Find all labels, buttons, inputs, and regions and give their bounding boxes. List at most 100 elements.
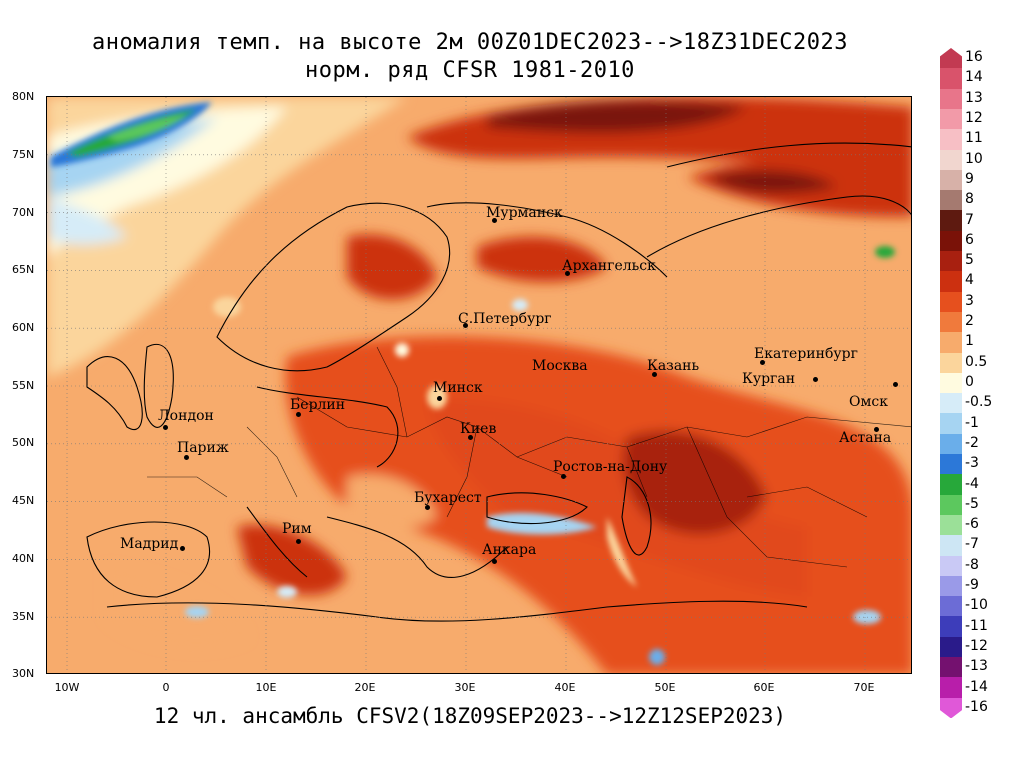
city-label-murmansk: Мурманск: [486, 205, 563, 221]
legend-swatch: [940, 575, 962, 597]
city-label-madrid: Мадрид: [120, 536, 179, 552]
legend-swatch: [940, 210, 962, 232]
legend-swatch: [940, 190, 962, 211]
legend-swatch: [940, 129, 962, 150]
legend-swatch: [940, 616, 962, 638]
city-label-kurgan: Курган: [742, 371, 796, 387]
legend-label: -2: [965, 434, 979, 451]
legend-label: -12: [965, 637, 988, 654]
city-label-rome: Рим: [282, 521, 312, 537]
legend-label: 14: [965, 69, 983, 86]
city-dot-arkhangelsk: [565, 271, 570, 276]
legend-swatch: [940, 413, 962, 435]
legend-swatch: [940, 352, 962, 374]
legend-label: 16: [965, 49, 983, 66]
city-label-kazan: Казань: [647, 358, 700, 374]
lon-label-10w: 10W: [54, 681, 80, 694]
legend-swatch: [940, 311, 962, 333]
legend-label: -5: [965, 495, 979, 512]
city-label-arkhangelsk: Архангельск: [562, 258, 656, 274]
city-label-rostov: Ростов-на-Дону: [553, 459, 668, 475]
lon-label-70e: 70E: [853, 681, 875, 694]
legend-label: 0: [965, 374, 974, 390]
city-label-ankara: Анкара: [482, 542, 537, 558]
legend-label: 1: [965, 333, 974, 350]
city-dot-london: [163, 425, 168, 430]
legend-swatch: [940, 514, 962, 536]
legend-label: 13: [965, 89, 983, 106]
city-dot-yekaterinburg: [760, 360, 765, 365]
city-label-yekaterinburg: Екатеринбург: [754, 346, 858, 362]
legend-swatch: [940, 291, 962, 313]
legend-swatch: [940, 636, 962, 658]
city-label-moscow: Москва: [532, 358, 588, 374]
lat-label-60: 60N: [12, 321, 35, 334]
city-label-minsk: Минск: [433, 380, 483, 396]
lon-label-0: 0: [162, 681, 170, 694]
legend-label: 12: [965, 110, 983, 127]
city-dot-minsk: [437, 396, 442, 401]
legend-swatch: [940, 332, 962, 354]
legend-label: 4: [965, 272, 974, 289]
legend-label: -4: [965, 475, 979, 492]
city-dot-ankara: [492, 559, 497, 564]
legend-swatch: [940, 149, 962, 171]
city-label-paris: Париж: [177, 440, 229, 456]
lat-label-70: 70N: [12, 206, 35, 219]
legend-swatch: [940, 372, 962, 394]
legend-swatch: [940, 494, 962, 516]
legend-label: -16: [965, 698, 988, 715]
city-dot-paris: [184, 455, 189, 460]
city-label-astana: Астана: [839, 430, 892, 446]
city-dot-berlin: [296, 412, 301, 417]
lat-label-45: 45N: [12, 494, 35, 507]
lat-label-50: 50N: [12, 436, 35, 449]
city-label-london: Лондон: [158, 408, 214, 424]
legend-swatch: [940, 393, 962, 414]
map-footer: 12 чл. ансамбль CFSV2(18Z09SEP2023-->12Z…: [153, 704, 787, 728]
legend-swatch: [940, 108, 962, 130]
legend-swatch: [940, 48, 962, 69]
city-label-kyiv: Киев: [460, 421, 497, 437]
city-dot-spb: [463, 323, 468, 328]
city-dot-omsk: [893, 382, 898, 387]
lon-label-20e: 20E: [354, 681, 376, 694]
legend-label: -0.5: [965, 394, 993, 411]
legend-label: 10: [965, 150, 983, 167]
anomaly-field: [47, 97, 911, 673]
lon-label-50e: 50E: [654, 681, 676, 694]
legend-swatch: [940, 88, 962, 110]
city-dot-kyiv: [468, 435, 473, 440]
legend-swatch: [940, 230, 962, 252]
legend-swatch: [940, 169, 962, 191]
city-label-berlin: Берлин: [290, 397, 346, 413]
city-label-omsk: Омск: [849, 394, 888, 410]
legend-label: 0.5: [965, 353, 988, 370]
legend-label: 9: [965, 170, 974, 187]
city-dot-kazan: [652, 372, 657, 377]
legend-label: 8: [965, 191, 974, 208]
city-label-spb: С.Петербург: [458, 311, 552, 327]
lat-label-65: 65N: [12, 263, 35, 276]
legend-label: 5: [965, 252, 974, 269]
legend-label: -9: [965, 577, 979, 594]
legend-label: -10: [965, 597, 988, 614]
legend-swatch: [940, 535, 962, 557]
city-dot-rostov: [561, 474, 566, 479]
legend-label: -11: [965, 617, 988, 634]
city-label-bucharest: Бухарест: [414, 490, 482, 506]
legend-swatch: [940, 555, 962, 577]
city-dot-madrid: [180, 546, 185, 551]
legend-swatch: [940, 697, 962, 719]
legend-swatch: [940, 68, 962, 90]
legend-label: -1: [965, 414, 979, 431]
legend-swatch: [940, 657, 962, 678]
legend-swatch: [940, 271, 962, 293]
legend-label: -8: [965, 556, 979, 573]
lon-label-60e: 60E: [753, 681, 775, 694]
city-dot-bucharest: [425, 505, 430, 510]
lat-label-80: 80N: [12, 90, 35, 103]
legend-label: 11: [965, 130, 983, 147]
legend-label: 6: [965, 231, 974, 248]
legend-label: 3: [965, 292, 974, 309]
